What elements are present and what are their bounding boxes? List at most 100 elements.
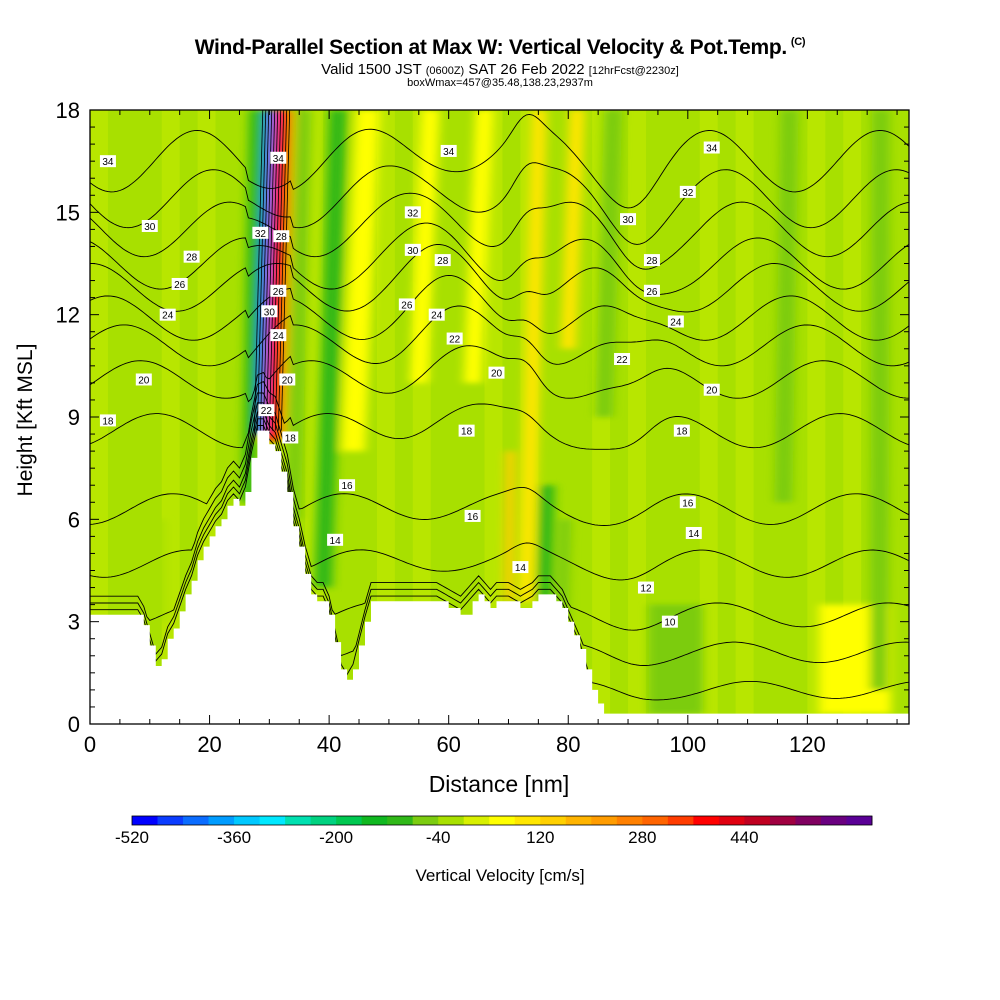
contour-label: 18 [282, 431, 299, 444]
contour-label-text: 30 [144, 222, 156, 233]
contour-label-bg [99, 155, 116, 168]
contour-label-text: 16 [682, 498, 694, 509]
contour-label-text: 26 [646, 287, 658, 298]
contour-label: 30 [404, 243, 421, 257]
field-band [807, 110, 826, 724]
contour-label: 18 [99, 414, 116, 427]
contour-label: 26 [398, 298, 415, 311]
contour-label-text: 28 [276, 232, 288, 243]
colorbar [131, 815, 873, 826]
contour-label: 24 [428, 308, 445, 322]
subtitle-forecast: [12hrFcst@2230z] [588, 65, 679, 77]
contour-label-text: 24 [431, 311, 443, 322]
contour-label-bg [258, 404, 275, 417]
colorbar-swatch [208, 816, 235, 825]
y-tick-labels: 0 3 6 9 12 15 18 [56, 98, 80, 737]
theta-contour-20 [90, 345, 909, 403]
contour-label: 30 [261, 305, 278, 318]
colorbar-swatch [616, 816, 643, 825]
theta-contour-10 [90, 418, 909, 666]
colorbar-swatch [234, 816, 260, 825]
contour-label-bg [261, 305, 278, 318]
y-tick-label: 9 [68, 405, 80, 430]
y-tick-label: 6 [68, 507, 80, 532]
colorbar-swatch [463, 816, 490, 825]
contour-label-text: 26 [273, 287, 285, 298]
velocity-feature [560, 110, 585, 349]
colorbar-swatch [489, 816, 516, 825]
theta-contour-16 [90, 392, 909, 526]
contour-label-text: 30 [622, 215, 634, 226]
contour-label: 28 [643, 254, 660, 267]
colorbar-swatch [718, 816, 745, 825]
y-tick-label: 15 [56, 200, 80, 225]
contour-label: 16 [679, 496, 696, 509]
contour-label: 28 [273, 230, 290, 243]
colorbar-tick-label: 280 [628, 828, 656, 847]
colorbar-swatch [157, 816, 184, 825]
contour-label-text: 16 [341, 481, 353, 492]
contour-label: 22 [446, 332, 463, 346]
contour-label: 34 [270, 151, 287, 165]
contour-label-bg [440, 144, 457, 157]
contour-label: 26 [171, 277, 188, 291]
velocity-feature [463, 110, 494, 383]
velocity-feature [519, 110, 547, 602]
x-tick-label: 60 [436, 732, 460, 757]
field-band [376, 110, 395, 724]
colorbar-tick-labels: -520 -360 -200 -40 120 280 440 [115, 828, 759, 847]
field-band [735, 110, 754, 724]
contour-label-bg [679, 496, 696, 509]
field-band [161, 110, 180, 724]
wave-contour-line [253, 110, 264, 431]
colorbar-swatch [667, 816, 694, 825]
contour-label: 20 [135, 373, 152, 386]
contour-label-text: 26 [174, 280, 186, 291]
contour-label: 14 [327, 533, 344, 547]
colorbar-swatch [438, 816, 465, 825]
theta-contour-24 [90, 274, 909, 341]
terrain-polygon [90, 430, 909, 724]
y-axis-label: Height [Kft MSL] [14, 344, 37, 497]
contour-label-bg [99, 414, 116, 427]
contour-label-bg [339, 479, 356, 492]
contour-label-bg [327, 533, 344, 546]
x-tick-label: 20 [197, 732, 221, 757]
contour-label-text: 12 [640, 584, 652, 595]
velocity-feature [556, 519, 572, 622]
colorbar-swatch [846, 816, 873, 825]
contour-label-text: 32 [407, 208, 419, 219]
contour-label-text: 22 [616, 355, 628, 366]
colorbar-swatch [387, 816, 414, 825]
contour-label-text: 16 [467, 512, 479, 523]
colorbar-swatch [820, 816, 847, 825]
x-tick-labels: 0 20 40 60 80 100 120 [84, 732, 826, 757]
colorbar-swatch [565, 816, 592, 825]
colorbar-swatch [285, 816, 312, 825]
velocity-feature [536, 485, 555, 602]
contour-label: 16 [464, 509, 481, 523]
colorbar-swatch [642, 816, 669, 825]
contour-label-text: 20 [138, 375, 150, 386]
contour-label-bg [458, 424, 475, 437]
plot-axes [89, 109, 910, 725]
contour-label-text: 34 [102, 157, 114, 168]
field-band [843, 110, 862, 724]
contour-label: 32 [404, 206, 421, 219]
contour-label-text: 30 [407, 246, 419, 257]
theta-contour-32 [90, 162, 909, 245]
velocity-feature [409, 110, 440, 383]
chart-subtitle: Valid 1500 JST (0600Z) SAT 26 Feb 2022 [… [0, 61, 1000, 78]
theta-contour-22 [90, 305, 909, 367]
contour-label-text: 32 [255, 229, 267, 240]
contour-label: 20 [488, 366, 505, 380]
contour-label-bg [434, 254, 451, 267]
colorbar-swatch [183, 816, 209, 825]
colorbar-swatch [769, 816, 796, 825]
contour-label: 20 [703, 383, 720, 397]
contour-label-text: 20 [706, 386, 718, 397]
y-tick-label: 18 [56, 98, 80, 123]
contour-label-bg [135, 373, 152, 386]
colorbar-swatch [591, 816, 618, 825]
contour-labels: 34 30 28 26 24 20 18 34 28 32 26 30 24 20 22 18 16 14 34 32… [99, 141, 720, 629]
